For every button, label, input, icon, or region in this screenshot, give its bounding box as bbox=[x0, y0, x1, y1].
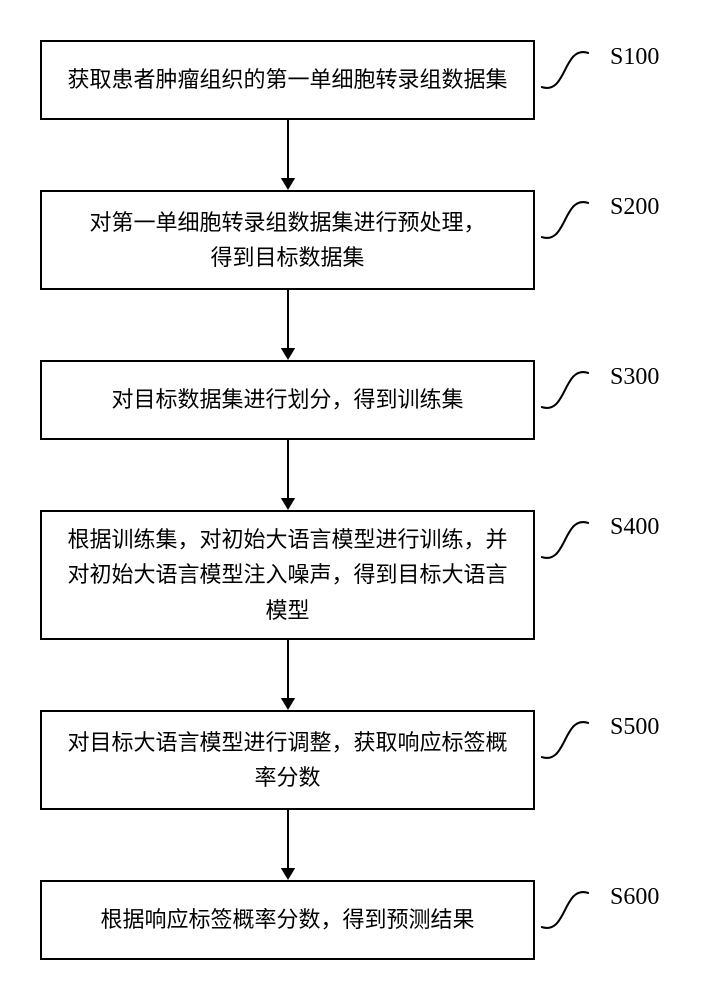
flow-node-s200: 对第一单细胞转录组数据集进行预处理， 得到目标数据集 bbox=[40, 190, 535, 290]
curly-brace-s100 bbox=[541, 46, 589, 94]
flow-node-s300: 对目标数据集进行划分，得到训练集 bbox=[40, 360, 535, 440]
flow-node-text: 对第一单细胞转录组数据集进行预处理， 得到目标数据集 bbox=[89, 205, 485, 275]
step-label-s500: S500 bbox=[610, 714, 659, 741]
flow-node-text: 根据响应标签概率分数，得到预测结果 bbox=[100, 902, 474, 937]
flow-node-s400: 根据训练集，对初始大语言模型进行训练，并 对初始大语言模型注入噪声，得到目标大语… bbox=[40, 510, 535, 640]
curly-brace-s300 bbox=[541, 366, 589, 414]
step-label-s300: S300 bbox=[610, 364, 659, 391]
curly-brace-s400 bbox=[541, 516, 589, 564]
flow-node-s500: 对目标大语言模型进行调整，获取响应标签概 率分数 bbox=[40, 710, 535, 810]
arrow-s400-s500 bbox=[273, 640, 303, 710]
arrow-s500-s600 bbox=[273, 810, 303, 880]
curly-brace-s600 bbox=[541, 886, 589, 934]
arrow-s200-s300 bbox=[273, 290, 303, 360]
step-label-s400: S400 bbox=[610, 514, 659, 541]
step-label-s100: S100 bbox=[610, 44, 659, 71]
flow-node-s100: 获取患者肿瘤组织的第一单细胞转录组数据集 bbox=[40, 40, 535, 120]
curly-brace-s200 bbox=[541, 196, 589, 244]
flow-node-text: 对目标数据集进行划分，得到训练集 bbox=[111, 382, 463, 417]
flowchart-canvas: 获取患者肿瘤组织的第一单细胞转录组数据集 S100 对第一单细胞转录组数据集进行预处… bbox=[0, 0, 712, 1000]
flow-node-text: 获取患者肿瘤组织的第一单细胞转录组数据集 bbox=[67, 62, 507, 97]
arrow-s100-s200 bbox=[273, 120, 303, 190]
step-label-s600: S600 bbox=[610, 884, 659, 911]
arrow-s300-s400 bbox=[273, 440, 303, 510]
flow-node-s600: 根据响应标签概率分数，得到预测结果 bbox=[40, 880, 535, 960]
flow-node-text: 根据训练集，对初始大语言模型进行训练，并 对初始大语言模型注入噪声，得到目标大语… bbox=[67, 522, 507, 628]
curly-brace-s500 bbox=[541, 716, 589, 764]
step-label-s200: S200 bbox=[610, 194, 659, 221]
flow-node-text: 对目标大语言模型进行调整，获取响应标签概 率分数 bbox=[67, 725, 507, 795]
